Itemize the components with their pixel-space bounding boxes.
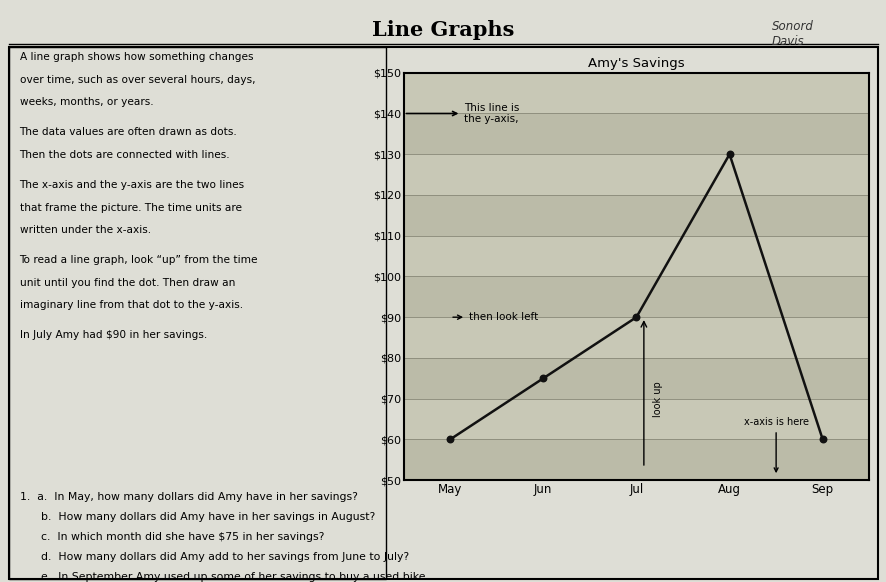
Text: x-axis is here: x-axis is here [742,417,808,472]
Text: Sonord
Davis: Sonord Davis [771,20,812,48]
Bar [403,358,868,399]
Bar [403,154,868,195]
Text: over time, such as over several hours, days,: over time, such as over several hours, d… [19,74,255,85]
Bar [403,195,868,236]
Text: unit until you find the dot. Then draw an: unit until you find the dot. Then draw a… [19,278,235,288]
Text: written under the x-axis.: written under the x-axis. [19,225,151,235]
Point [815,435,829,444]
Text: e.  In September Amy used up some of her savings to buy a used bike.: e. In September Amy used up some of her … [19,572,428,582]
Text: c.  In which month did she have $75 in her savings?: c. In which month did she have $75 in he… [19,532,323,542]
Bar [403,276,868,317]
Bar [403,236,868,276]
Text: This line is
the y-axis,: This line is the y-axis, [406,102,519,125]
Text: The data values are often drawn as dots.: The data values are often drawn as dots. [19,127,237,137]
Text: 1.  a.  In May, how many dollars did Amy have in her savings?: 1. a. In May, how many dollars did Amy h… [19,492,357,502]
Text: Then the dots are connected with lines.: Then the dots are connected with lines. [19,150,229,160]
Text: The x-axis and the y-axis are the two lines: The x-axis and the y-axis are the two li… [19,180,245,190]
Bar [403,439,868,480]
Point [535,374,549,383]
Text: look up: look up [652,381,663,417]
Text: d.  How many dollars did Amy add to her savings from June to July?: d. How many dollars did Amy add to her s… [19,552,408,562]
Point [629,313,643,322]
Bar [403,113,868,154]
Point [721,150,735,159]
Text: To read a line graph, look “up” from the time: To read a line graph, look “up” from the… [19,255,258,265]
Bar [403,317,868,358]
Text: b.  How many dollars did Amy have in her savings in August?: b. How many dollars did Amy have in her … [19,512,375,522]
Text: In July Amy had $90 in her savings.: In July Amy had $90 in her savings. [19,330,206,340]
Bar [403,73,868,113]
Bar [403,399,868,439]
Text: weeks, months, or years.: weeks, months, or years. [19,97,153,107]
Point [443,435,457,444]
Text: then look left: then look left [453,312,538,322]
Text: Line Graphs: Line Graphs [372,20,514,40]
Text: that frame the picture. The time units are: that frame the picture. The time units a… [19,203,241,212]
Text: A line graph shows how something changes: A line graph shows how something changes [19,52,253,62]
Title: Amy's Savings: Amy's Savings [587,57,684,70]
Text: imaginary line from that dot to the y-axis.: imaginary line from that dot to the y-ax… [19,300,243,310]
